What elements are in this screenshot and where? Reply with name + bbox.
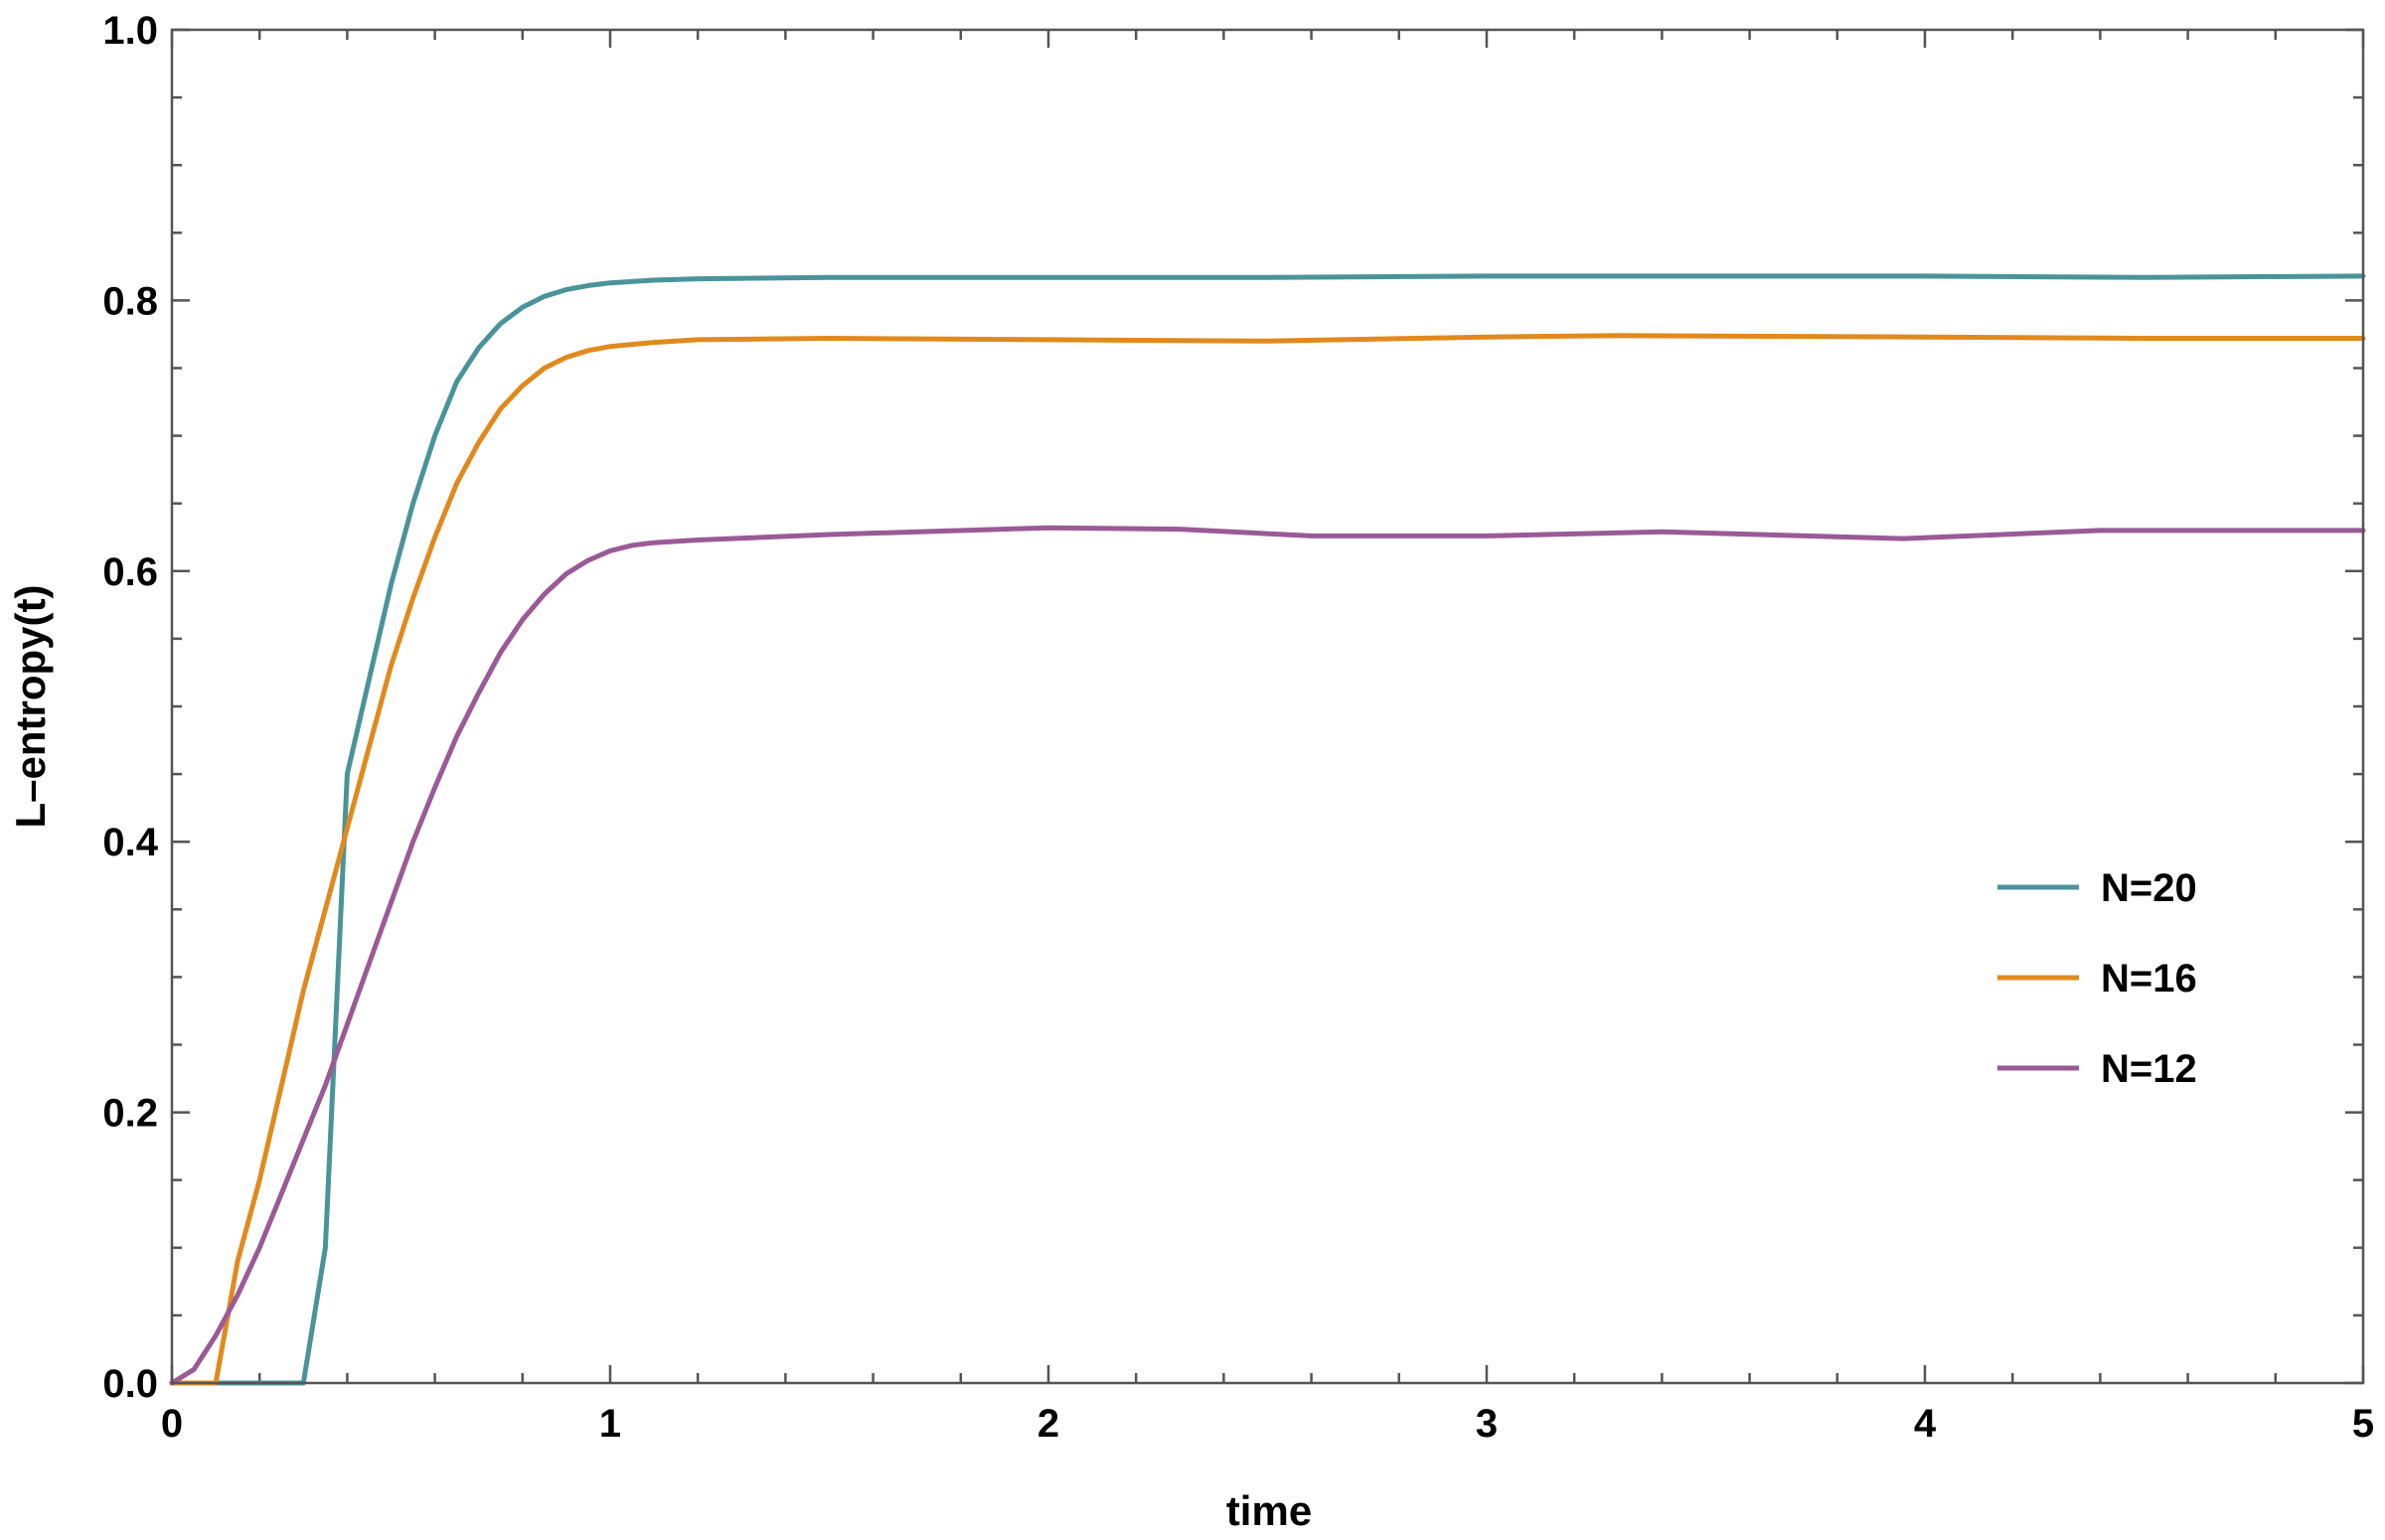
y-tick-label: 0.4 — [102, 821, 158, 864]
y-tick-label: 0.0 — [102, 1362, 158, 1406]
plot-frame — [170, 28, 2365, 1385]
y-tick-label: 0.2 — [102, 1092, 158, 1136]
legend-label: N=20 — [2101, 866, 2197, 910]
x-tick-label: 5 — [2352, 1402, 2374, 1446]
x-tick-label: 4 — [1914, 1402, 1937, 1446]
x-tick-label: 0 — [161, 1402, 183, 1446]
legend-label: N=12 — [2101, 1047, 2197, 1091]
y-axis-label: L–entropy(t) — [7, 585, 54, 829]
x-tick-label: 2 — [1037, 1402, 1059, 1446]
y-tick-label: 0.8 — [102, 279, 158, 323]
y-tick-label: 1.0 — [102, 9, 158, 53]
series-line-n-16 — [169, 333, 2366, 1386]
series-line-n-20 — [169, 273, 2366, 1386]
x-tick-label: 1 — [599, 1402, 621, 1446]
legend: N=20 N=16 N=12 — [1997, 866, 2197, 1091]
legend-label: N=16 — [2101, 957, 2197, 1001]
minor-ticks — [172, 30, 2363, 1383]
y-tick-label: 0.6 — [102, 550, 158, 594]
major-ticks — [170, 28, 2365, 1385]
series-line-n-12 — [169, 525, 2366, 1386]
series-layer — [169, 273, 2366, 1386]
x-tick-labels: 0 1 2 3 4 5 — [161, 1402, 2374, 1446]
x-axis-label: time — [1226, 1487, 1312, 1534]
y-tick-labels: 0.0 0.2 0.4 0.6 0.8 1.0 — [102, 9, 158, 1406]
x-tick-label: 3 — [1476, 1402, 1498, 1446]
